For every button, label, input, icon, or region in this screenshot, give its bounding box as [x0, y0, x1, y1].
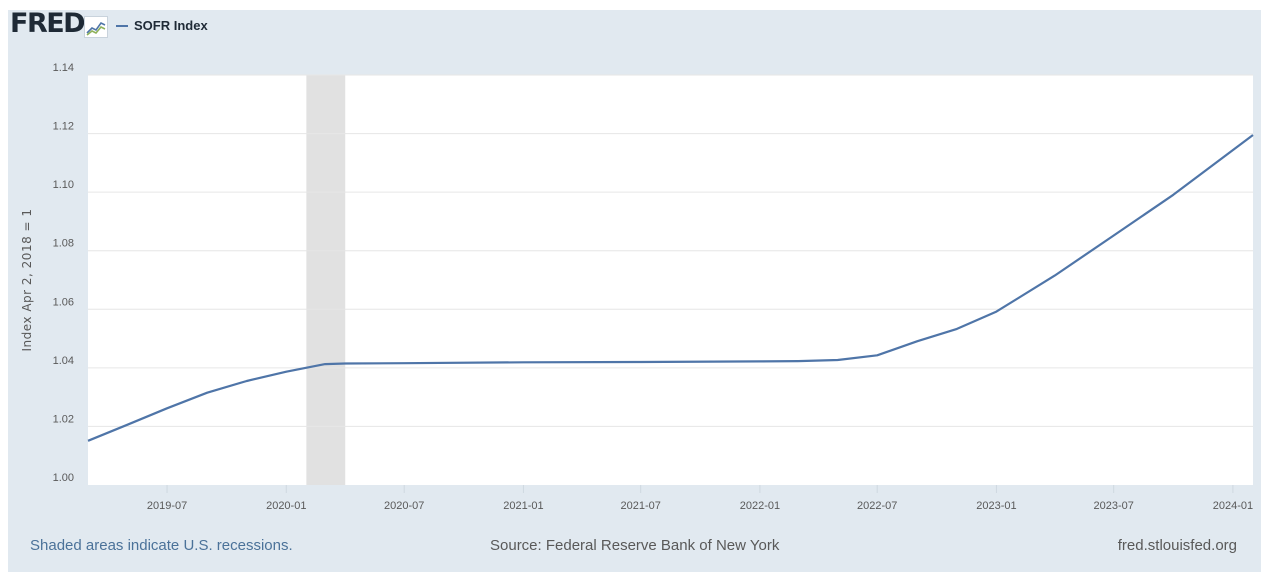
y-tick-label: 1.08	[53, 238, 74, 250]
line-graph-icon	[84, 16, 108, 38]
recession-note-link[interactable]: Shaded areas indicate U.S. recessions.	[30, 537, 293, 554]
y-tick-label: 1.14	[53, 62, 74, 74]
y-tick-label: 1.10	[53, 179, 74, 191]
y-tick-label: 1.12	[53, 121, 74, 133]
y-tick-label: 1.02	[53, 413, 74, 425]
y-tick-label: 1.06	[53, 296, 74, 308]
sofr-index-line	[87, 134, 1254, 442]
plot-area	[88, 75, 1253, 485]
x-tick-label: 2020-01	[266, 500, 306, 512]
x-tick-label: 2020-07	[384, 500, 424, 512]
chart-legend: SOFR Index	[116, 18, 208, 33]
legend-label: SOFR Index	[134, 18, 208, 33]
fred-logo[interactable]: FRED	[10, 8, 86, 39]
x-tick-label: 2022-07	[857, 500, 897, 512]
source-text: Source: Federal Reserve Bank of New York	[490, 537, 780, 554]
x-tick-label: 2019-07	[147, 500, 187, 512]
x-tick-label: 2021-01	[503, 500, 543, 512]
recession-shading	[306, 75, 346, 485]
y-axis-title: Index Apr 2, 2018 = 1	[20, 208, 34, 351]
site-link[interactable]: fred.stlouisfed.org	[1117, 537, 1237, 554]
legend-swatch	[116, 24, 128, 27]
x-tick-label: 2021-07	[621, 500, 661, 512]
x-tick-label: 2023-07	[1094, 500, 1134, 512]
x-tick-label: 2023-01	[976, 500, 1016, 512]
y-tick-label: 1.00	[53, 472, 74, 484]
x-tick-label: 2024-01	[1213, 500, 1253, 512]
y-tick-label: 1.04	[53, 355, 74, 367]
x-tick-label: 2022-01	[740, 500, 780, 512]
